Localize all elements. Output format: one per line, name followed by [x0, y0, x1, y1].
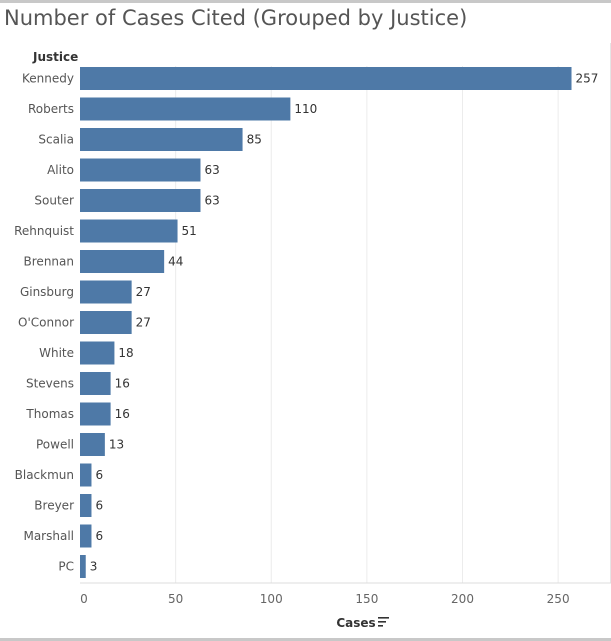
data-label: 6 [95, 468, 103, 482]
bar[interactable] [80, 402, 111, 426]
bar[interactable] [80, 158, 201, 182]
x-tick-label: 50 [168, 592, 183, 606]
category-label: Stevens [26, 377, 74, 391]
sort-descending-icon[interactable] [378, 617, 389, 627]
window-top-strip [0, 0, 611, 3]
bar[interactable] [80, 67, 572, 90]
sort-button[interactable]: Cases [336, 616, 389, 630]
data-label: 257 [576, 72, 599, 86]
bar-row[interactable]: Ginsburg 27 [20, 280, 151, 304]
category-label: Brennan [24, 255, 74, 269]
bar-row[interactable]: White 18 [39, 341, 134, 365]
bar-row[interactable]: Blackmun 6 [15, 463, 103, 487]
bar[interactable] [80, 494, 92, 517]
row-header-justice: Justice [32, 50, 78, 64]
data-label: 85 [247, 133, 262, 147]
bar[interactable] [80, 219, 178, 243]
category-label: Breyer [34, 499, 74, 513]
bar[interactable] [80, 524, 92, 548]
category-label: Blackmun [15, 468, 74, 482]
category-label: O'Connor [18, 316, 74, 330]
x-tick-label: 100 [260, 592, 283, 606]
grid-lines [175, 66, 559, 583]
data-label: 51 [182, 224, 197, 238]
category-label: Powell [36, 438, 74, 452]
category-label: Ginsburg [20, 285, 74, 299]
x-tick-label: 0 [80, 592, 88, 606]
category-label: Kennedy [22, 72, 74, 86]
bar[interactable] [80, 555, 86, 578]
category-label: Roberts [28, 102, 74, 116]
bar[interactable] [80, 433, 105, 456]
data-label: 16 [115, 377, 130, 391]
data-label: 13 [109, 438, 124, 452]
bar-row[interactable]: Thomas 16 [25, 402, 130, 426]
bar-row[interactable]: Alito 63 [47, 158, 220, 182]
bar[interactable] [80, 372, 111, 395]
category-label: Souter [34, 194, 74, 208]
data-label: 110 [294, 102, 317, 116]
bar-row[interactable]: PC 3 [58, 555, 97, 578]
bar[interactable] [80, 311, 132, 334]
bar-row[interactable]: Breyer 6 [34, 494, 103, 517]
data-label: 63 [204, 194, 219, 208]
bar[interactable] [80, 128, 243, 151]
bar[interactable] [80, 280, 132, 304]
bar-row[interactable]: Marshall 6 [23, 524, 103, 548]
data-label: 16 [115, 407, 130, 421]
bar-row[interactable]: Kennedy 257 [22, 67, 598, 90]
data-label: 44 [168, 255, 183, 269]
window-bottom-border [0, 638, 611, 641]
category-label: Rehnquist [14, 224, 74, 238]
bar-row[interactable]: Souter 63 [34, 189, 220, 212]
bar-row[interactable]: Rehnquist 51 [14, 219, 197, 243]
category-label: PC [58, 560, 74, 574]
data-label: 3 [90, 560, 98, 574]
bar[interactable] [80, 189, 201, 212]
data-label: 6 [95, 499, 103, 513]
bar[interactable] [80, 463, 92, 487]
data-label: 6 [95, 529, 103, 543]
category-label: White [39, 346, 74, 360]
bar[interactable] [80, 341, 115, 365]
x-tick-label: 150 [355, 592, 378, 606]
x-tick-label: 250 [547, 592, 570, 606]
data-label: 27 [136, 316, 151, 330]
bar-row[interactable]: Brennan 44 [24, 250, 184, 273]
x-tick-label: 200 [451, 592, 474, 606]
data-label: 18 [118, 346, 133, 360]
category-label: Marshall [23, 529, 74, 543]
category-label: Scalia [38, 133, 74, 147]
bar[interactable] [80, 250, 165, 273]
bar-row[interactable]: Roberts 110 [28, 97, 317, 121]
category-label: Thomas [25, 407, 74, 421]
chart-title: Number of Cases Cited (Grouped by Justic… [4, 6, 468, 30]
bar-row[interactable]: Powell 13 [36, 433, 124, 456]
x-axis-title: Cases [336, 616, 375, 630]
bar[interactable] [80, 97, 291, 121]
bar-row[interactable]: O'Connor 27 [18, 311, 151, 334]
bar-row[interactable]: Scalia 85 [38, 128, 262, 151]
category-label: Alito [47, 163, 74, 177]
data-label: 63 [204, 163, 219, 177]
data-label: 27 [136, 285, 151, 299]
bar-row[interactable]: Stevens 16 [26, 372, 130, 395]
